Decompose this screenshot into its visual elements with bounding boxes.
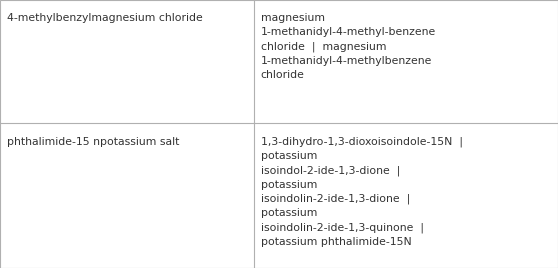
Text: 4-methylbenzylmagnesium chloride: 4-methylbenzylmagnesium chloride [7, 13, 203, 23]
Text: 1,3-dihydro-1,3-dioxoisoindole-15N  |
potassium
isoindol-2-ide-1,3-dione  |
pota: 1,3-dihydro-1,3-dioxoisoindole-15N | pot… [261, 137, 463, 247]
Text: phthalimide-15 npotassium salt: phthalimide-15 npotassium salt [7, 137, 179, 147]
Text: magnesium
1-methanidyl-4-methyl-benzene
chloride  |  magnesium
1-methanidyl-4-me: magnesium 1-methanidyl-4-methyl-benzene … [261, 13, 436, 80]
